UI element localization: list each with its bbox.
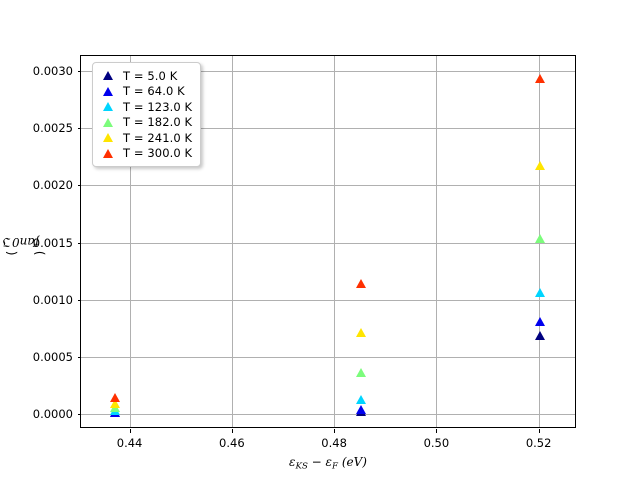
gridline-horizontal [81, 185, 575, 187]
data-point-marker [534, 161, 545, 171]
y-axis-tick-label: 0.0015 [32, 235, 73, 250]
x-axis-label: εKS − εF (eV) [289, 455, 367, 472]
x-axis-tick [436, 429, 438, 433]
data-point-marker [355, 404, 366, 414]
gridline-horizontal [81, 356, 575, 358]
legend-item-label: T = 123.0 K [123, 99, 193, 114]
legend-item-label: T = 64.0 K [123, 84, 185, 99]
data-point-marker [355, 278, 366, 288]
legend-item-label: T = 182.0 K [123, 115, 193, 130]
legend-triangle-marker-icon [99, 117, 117, 127]
data-point-marker [355, 327, 366, 337]
y-axis-tick [77, 242, 81, 244]
legend-item-label: T = 300.0 K [123, 146, 193, 161]
y-axis-tick [77, 128, 81, 130]
legend-item-64k[interactable]: T = 64.0 K [99, 84, 192, 100]
x-axis-tick [538, 429, 540, 433]
y-axis-tick [77, 185, 81, 187]
y-axis-tick [77, 356, 81, 358]
gridline-horizontal [81, 71, 575, 73]
legend-item-300k[interactable]: T = 300.0 K [99, 146, 192, 162]
x-axis-tick [129, 429, 131, 433]
legend-item-label: T = 5.0 K [123, 68, 178, 83]
legend-item-241k[interactable]: T = 241.0 K [99, 130, 192, 146]
data-point-marker [110, 393, 121, 403]
y-axis-tick-label: 0.0010 [32, 292, 73, 307]
data-point-marker [534, 287, 545, 297]
y-axis-tick [77, 413, 81, 415]
legend-item-123k[interactable]: T = 123.0 K [99, 99, 192, 115]
x-axis-tick-label: 0.46 [219, 436, 245, 450]
legend-triangle-marker-icon [99, 86, 117, 96]
y-axis-tick [77, 71, 81, 73]
gridline-vertical [436, 56, 438, 427]
legend-item-label: T = 241.0 K [123, 130, 193, 145]
y-axis-tick [77, 299, 81, 301]
legend-triangle-marker-icon [99, 133, 117, 143]
y-axis-tick-label: 0.0000 [32, 406, 73, 421]
legend-triangle-marker-icon [99, 148, 117, 158]
data-point-marker [534, 317, 545, 327]
gridline-horizontal [81, 242, 575, 244]
gridline-horizontal [81, 413, 575, 415]
data-point-marker [110, 398, 121, 408]
x-axis-tick [334, 429, 336, 433]
gridline-vertical [231, 56, 233, 427]
x-axis-tick [231, 429, 233, 433]
x-axis-tick-label: 0.52 [525, 436, 552, 450]
data-point-marker [534, 234, 545, 244]
legend-item-182k[interactable]: T = 182.0 K [99, 115, 192, 131]
y-axis-label: ℑ(fan0) [2, 55, 46, 428]
y-axis-tick-label: 0.0005 [32, 349, 73, 364]
data-point-marker [534, 331, 545, 341]
gridline-vertical [334, 56, 336, 427]
data-point-marker [534, 74, 545, 84]
gridline-vertical [129, 56, 131, 427]
plot-area [81, 56, 575, 427]
gridline-horizontal [81, 128, 575, 130]
legend-item-5k[interactable]: T = 5.0 K [99, 68, 192, 84]
x-axis-tick-label: 0.48 [321, 436, 347, 450]
y-axis-tick-label: 0.0020 [32, 178, 73, 193]
data-point-marker [355, 367, 366, 377]
gridline-horizontal [81, 299, 575, 301]
legend-triangle-marker-icon [99, 102, 117, 112]
legend-triangle-marker-icon [99, 71, 117, 81]
x-axis-tick-label: 0.44 [116, 436, 143, 450]
data-point-marker [355, 394, 366, 404]
y-axis-tick-label: 0.0030 [32, 64, 73, 79]
y-axis-tick-label: 0.0025 [32, 121, 73, 136]
x-axis-tick-label: 0.50 [423, 436, 450, 450]
